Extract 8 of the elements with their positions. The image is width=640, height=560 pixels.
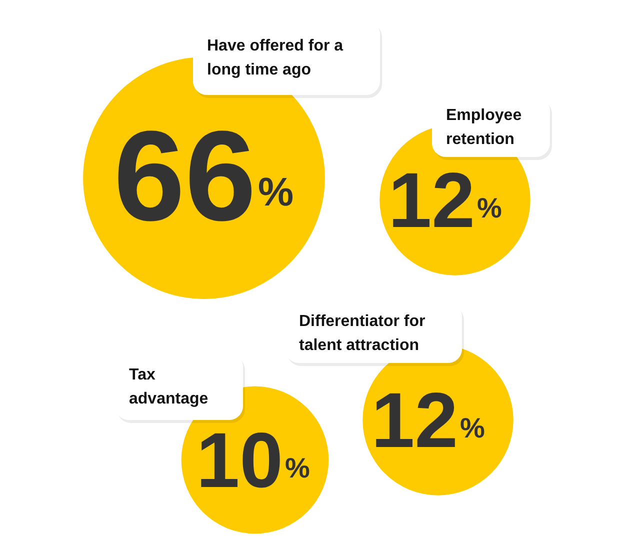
category-label: Employee retention <box>446 107 522 148</box>
data-label: 10% <box>196 416 310 504</box>
data-label: 66% <box>114 105 294 248</box>
category-label: Differentiator for talent attraction <box>299 313 426 354</box>
category-label: Tax advantage <box>129 366 208 408</box>
data-label: 12% <box>388 156 502 244</box>
category-label: Have offered for a long time ago <box>207 38 344 78</box>
data-label: 12% <box>371 376 485 464</box>
